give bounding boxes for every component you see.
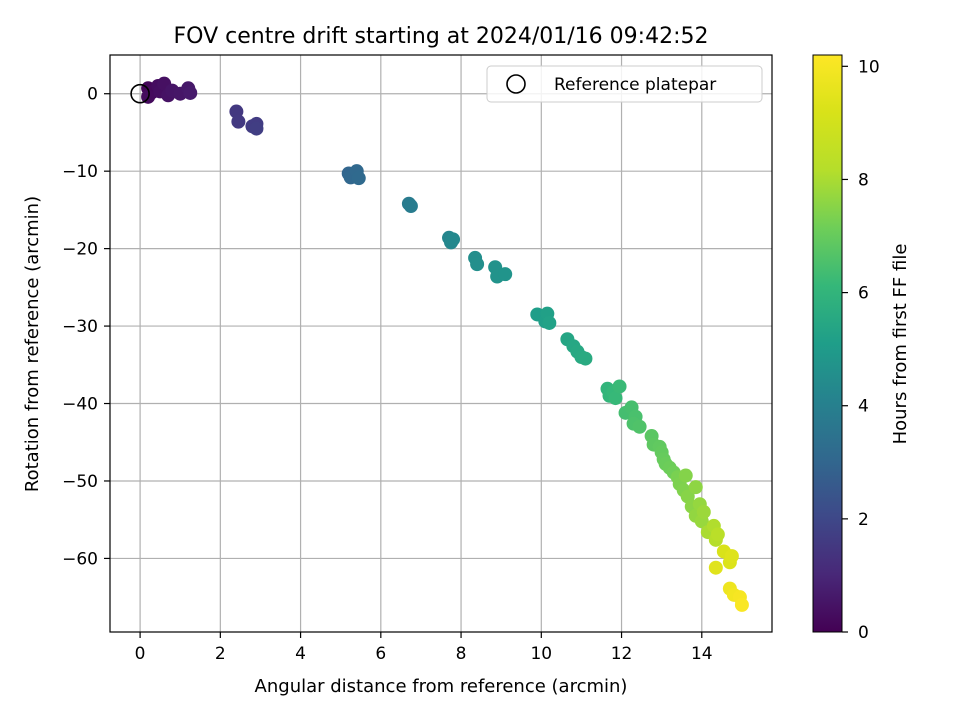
data-point <box>612 379 627 394</box>
data-point <box>542 315 557 330</box>
data-point <box>183 85 198 100</box>
y-axis-label: Rotation from reference (arcmin) <box>22 196 43 492</box>
data-point <box>403 199 418 214</box>
reference-platepar-marker <box>130 83 150 104</box>
legend-box <box>486 65 763 103</box>
x-tick-label: 12 <box>611 644 633 664</box>
data-points <box>141 76 749 612</box>
x-tick-label: 6 <box>375 644 386 664</box>
plot-background <box>110 55 772 632</box>
grid-lines <box>110 55 772 632</box>
data-point <box>734 597 749 612</box>
y-tick-label: −50 <box>62 472 98 492</box>
data-point <box>678 468 693 483</box>
colorbar-tick-label: 8 <box>858 170 869 190</box>
colorbar-tick-label: 10 <box>858 57 880 77</box>
data-point <box>688 480 703 495</box>
x-axis-label: Angular distance from reference (arcmin) <box>255 676 628 697</box>
data-point <box>249 121 264 136</box>
y-tick-label: −60 <box>62 549 98 569</box>
y-tick-label: −40 <box>62 395 98 415</box>
y-axis-ticks: 0 −10 −20 −30 −40 −50 −60 <box>62 85 110 569</box>
plot-frame <box>109 54 773 633</box>
y-tick-label: 0 <box>87 85 98 105</box>
x-axis-ticks: 0 2 4 6 8 10 12 14 <box>135 632 713 664</box>
chart-title: FOV centre drift starting at 2024/01/16 … <box>174 24 709 49</box>
legend: Reference platepar <box>486 65 763 103</box>
colorbar-tick-label: 6 <box>858 284 869 304</box>
y-tick-label: −20 <box>62 240 98 260</box>
data-point <box>710 527 725 542</box>
x-tick-label: 2 <box>215 644 226 664</box>
data-point <box>724 549 739 564</box>
data-point <box>498 267 513 282</box>
plot-area: 0 2 4 6 8 10 12 14 0 −10 −20 −30 −40 −50 −60 Referenc… <box>62 54 773 664</box>
colorbar-label: Hours from first FF file <box>890 244 911 445</box>
data-point <box>231 114 246 129</box>
colorbar-tick-label: 0 <box>858 623 869 643</box>
colorbar-tick-label: 4 <box>858 397 869 417</box>
data-point <box>696 504 711 519</box>
data-point <box>470 257 485 272</box>
x-tick-label: 0 <box>135 644 146 664</box>
colorbar-gradient <box>812 54 843 633</box>
colorbar-ticks: 0 2 4 6 8 10 <box>842 57 880 643</box>
data-point <box>446 232 461 247</box>
data-point <box>632 419 647 434</box>
x-tick-label: 4 <box>295 644 306 664</box>
legend-entry-reference: Reference platepar <box>554 75 716 95</box>
data-point <box>351 171 366 186</box>
colorbar-tick-label: 2 <box>858 510 869 530</box>
x-tick-label: 14 <box>691 644 713 664</box>
colorbar: 0 2 4 6 8 10 Hours from first FF file <box>812 54 911 643</box>
data-point <box>708 560 723 575</box>
data-point <box>578 351 593 366</box>
y-tick-label: −30 <box>62 317 98 337</box>
x-tick-label: 8 <box>456 644 467 664</box>
y-tick-label: −10 <box>62 162 98 182</box>
data-point <box>608 391 623 406</box>
legend-marker-icon <box>506 74 526 94</box>
x-tick-label: 10 <box>530 644 552 664</box>
